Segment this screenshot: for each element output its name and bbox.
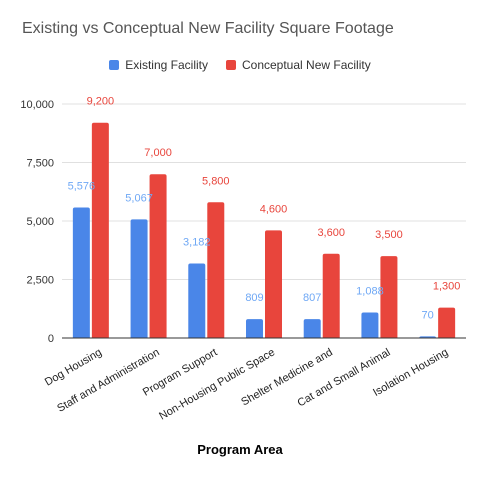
bar-existing — [361, 312, 379, 338]
y-tick-label: 2,500 — [26, 275, 54, 287]
x-axis-title: Program Area — [197, 442, 283, 457]
data-label-conceptual: 3,500 — [375, 229, 403, 241]
data-label-conceptual: 1,300 — [433, 281, 461, 293]
data-label-existing: 3,182 — [183, 237, 211, 249]
bar-conceptual — [265, 230, 282, 338]
legend-swatch-conceptual — [225, 60, 236, 70]
legend: Existing Facility Conceptual New Facilit… — [0, 58, 480, 72]
bar-conceptual — [380, 256, 398, 338]
bar-conceptual — [207, 202, 225, 338]
legend-item-conceptual: Conceptual New Facility — [225, 58, 371, 72]
bar-conceptual — [438, 307, 456, 338]
bar-conceptual — [322, 253, 340, 338]
bar-existing — [246, 319, 263, 338]
bar-conceptual — [91, 122, 109, 338]
y-tick-label: 5,000 — [26, 216, 54, 228]
x-tick-label: Cat and Small Animal — [295, 346, 392, 409]
legend-swatch-existing — [109, 60, 120, 70]
data-label-conceptual: 7,000 — [144, 147, 172, 159]
data-label-conceptual: 5,800 — [202, 175, 230, 187]
label-layer: 5,576 9,200 5,067 7,000 3,182 5,800 809 4,600 80… — [68, 96, 461, 322]
data-label-existing: 5,576 — [68, 181, 96, 193]
legend-label-conceptual: Conceptual New Facility — [241, 58, 371, 72]
data-label-conceptual: 4,600 — [260, 203, 288, 215]
x-tick-label: Staff and Administration — [55, 346, 161, 414]
bar-layer — [72, 122, 456, 339]
chart-title: Existing vs Conceptual New Facility Squa… — [22, 20, 394, 37]
legend-item-existing: Existing Facility — [109, 58, 208, 72]
y-tick-label: 0 — [48, 333, 54, 345]
data-label-conceptual: 9,200 — [87, 96, 115, 108]
bar-existing — [303, 319, 321, 338]
data-label-existing: 809 — [245, 292, 263, 304]
bar-existing — [188, 263, 206, 338]
data-label-conceptual: 3,600 — [317, 227, 345, 239]
data-label-existing: 807 — [303, 292, 321, 304]
y-tick-label: 7,500 — [26, 158, 54, 170]
grid-layer — [62, 103, 466, 280]
data-label-existing: 1,088 — [356, 286, 384, 298]
bar-existing — [130, 219, 148, 338]
y-tick-label: 10,000 — [20, 99, 54, 111]
data-label-existing: 70 — [422, 309, 434, 321]
bar-existing — [72, 207, 90, 338]
data-label-existing: 5,067 — [125, 192, 153, 204]
bar-conceptual — [149, 174, 167, 338]
legend-label-existing: Existing Facility — [125, 58, 208, 72]
